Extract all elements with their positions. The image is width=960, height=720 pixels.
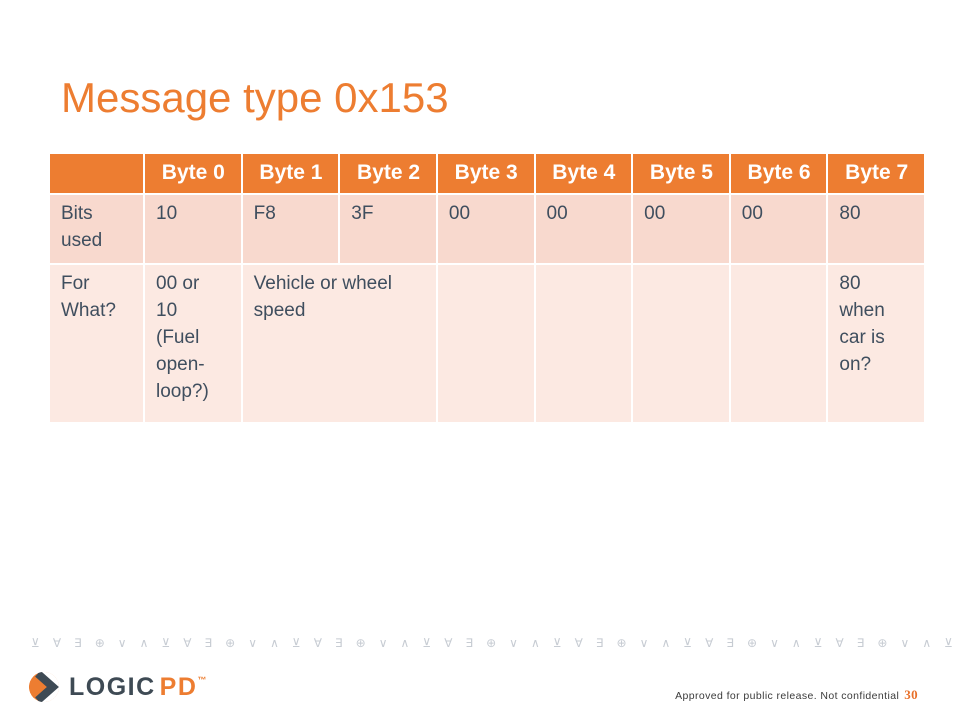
logo-text-logic: LOGIC	[69, 672, 156, 701]
header-cell-blank	[48, 152, 145, 195]
for-what-byte7: 80 when car is on?	[826, 263, 926, 424]
for-what-byte5	[631, 263, 731, 424]
logic-pd-logo-icon	[28, 671, 60, 703]
decor-glyph: ∃	[334, 636, 343, 650]
table-row-bits-used: Bits used 10 F8 3F 00 00 00 00 80	[48, 193, 926, 265]
trademark-symbol: ™	[197, 674, 207, 685]
header-cell-byte2: Byte 2	[338, 152, 438, 195]
decor-glyph: ∃	[726, 636, 734, 650]
decor-glyph: ⊕	[355, 636, 366, 650]
decor-glyph: ∨	[509, 636, 518, 650]
decor-glyph: ∀	[444, 636, 453, 650]
for-what-byte6	[728, 263, 829, 424]
decor-glyph: ⊕	[877, 636, 888, 650]
approval-footer: Approved for public release. Not confide…	[675, 687, 918, 703]
decor-glyph: ∃	[204, 636, 213, 650]
decor-glyph: ⊻	[552, 636, 562, 650]
row-label-bits-used: Bits used	[48, 193, 145, 265]
decor-glyph: ∀	[574, 636, 583, 650]
decor-glyph: ⊻	[422, 636, 432, 650]
decor-glyph: ⊻	[161, 636, 171, 650]
decor-glyph: ∀	[835, 636, 844, 650]
decor-glyph: ∧	[270, 636, 279, 650]
decor-glyph: ∃	[595, 636, 604, 650]
decor-glyph: ⊕	[486, 636, 497, 650]
decor-glyph: ∧	[922, 636, 932, 650]
decor-glyph: ∨	[770, 636, 779, 650]
decor-glyph: ∀	[183, 636, 192, 650]
for-what-byte4	[533, 263, 634, 424]
header-cell-byte7: Byte 7	[826, 152, 926, 195]
logo-text-pd: PD	[159, 672, 198, 701]
page-title: Message type 0x153	[61, 74, 449, 121]
approval-text: Approved for public release. Not confide…	[675, 690, 900, 702]
bits-used-byte6: 00	[728, 193, 829, 265]
logo-wordmark: LOGIC PD™	[69, 673, 206, 702]
decor-glyph: ∧	[530, 636, 540, 650]
message-byte-table: Byte 0 Byte 1 Byte 2 Byte 3 Byte 4 Byte …	[48, 152, 926, 424]
bits-used-byte1: F8	[240, 193, 341, 265]
decor-glyph: ⊕	[746, 636, 758, 650]
bits-used-byte4: 00	[533, 193, 634, 265]
decor-glyph: ∨	[639, 636, 649, 650]
decor-glyph: ∨	[378, 636, 388, 650]
table-row-for-what: For What? 00 or 10 (Fuel open- loop?) Ve…	[48, 263, 926, 424]
page-number: 30	[904, 687, 918, 702]
decor-glyph: ∀	[52, 636, 62, 650]
decor-glyph: ⊻	[683, 636, 693, 650]
bits-used-byte7: 80	[826, 193, 926, 265]
decor-glyph: ⊕	[616, 636, 627, 650]
decor-glyph: ∃	[856, 636, 865, 650]
decor-glyph: ∃	[74, 636, 82, 650]
decor-glyph: ∧	[400, 636, 410, 650]
header-cell-byte1: Byte 1	[240, 152, 341, 195]
decorative-glyph-strip: ⊻ ∀ ∃ ⊕ ∨ ∧ ⊻ ∀ ∃ ⊕ ∨ ∧ ⊻ ∀ ∃ ⊕ ∨ ∧ ⊻ ∀ ∃ ⊕ ∨ ∧ ⊻ ∀ ∃ ⊕ ∨ ∧ ⊻ ∀ ∃ ⊕ ∨ ∧ ⊻ ∀ ∃ ⊕…	[31, 636, 953, 650]
decor-glyph: ∃	[465, 636, 474, 650]
decor-glyph: ⊕	[94, 636, 105, 650]
header-cell-byte0: Byte 0	[143, 152, 243, 195]
decor-glyph: ⊻	[291, 636, 301, 650]
header-cell-byte6: Byte 6	[728, 152, 829, 195]
bits-used-byte0: 10	[143, 193, 243, 265]
decor-glyph: ∨	[248, 636, 258, 650]
bits-used-byte2: 3F	[338, 193, 438, 265]
decor-glyph: ∧	[139, 636, 149, 650]
decor-glyph: ∨	[117, 636, 127, 650]
decor-glyph: ∧	[791, 636, 801, 650]
decor-glyph: ⊻	[813, 636, 823, 650]
decor-glyph: ∀	[313, 636, 322, 650]
for-what-byte1-2-merged: Vehicle or wheel speed	[240, 263, 438, 424]
header-cell-byte3: Byte 3	[435, 152, 536, 195]
bits-used-byte5: 00	[631, 193, 731, 265]
decor-glyph: ∧	[661, 636, 671, 650]
decor-glyph: ⊻	[944, 636, 953, 650]
for-what-byte3	[435, 263, 536, 424]
header-cell-byte4: Byte 4	[533, 152, 634, 195]
decor-glyph: ⊻	[31, 636, 40, 650]
decor-glyph: ∨	[900, 636, 910, 650]
header-cell-byte5: Byte 5	[631, 152, 731, 195]
row-label-for-what: For What?	[48, 263, 145, 424]
logic-pd-logo: LOGIC PD™	[28, 671, 206, 703]
for-what-byte0: 00 or 10 (Fuel open- loop?)	[143, 263, 243, 424]
table-header-row: Byte 0 Byte 1 Byte 2 Byte 3 Byte 4 Byte …	[48, 152, 926, 195]
decor-glyph: ⊕	[225, 636, 236, 650]
decor-glyph: ∀	[705, 636, 714, 650]
bits-used-byte3: 00	[435, 193, 536, 265]
